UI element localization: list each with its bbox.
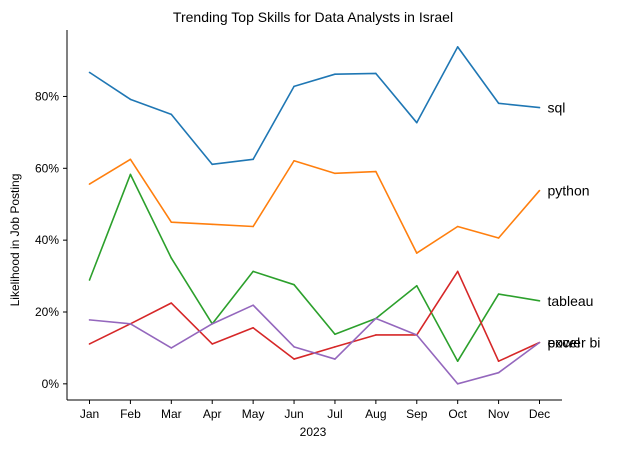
data-point-excel xyxy=(293,358,295,360)
data-point-power-bi xyxy=(88,319,91,321)
data-point-tableau xyxy=(415,284,418,287)
series-line-power-bi xyxy=(89,304,540,385)
data-point-sql xyxy=(129,98,132,101)
data-point-tableau xyxy=(252,270,254,273)
chart-title: Trending Top Skills for Data Analysts in… xyxy=(173,9,453,25)
x-tick-label: Aug xyxy=(365,407,386,421)
data-point-tableau xyxy=(170,257,173,259)
data-point-power-bi xyxy=(252,304,254,306)
data-point-power-bi xyxy=(415,334,418,336)
data-point-power-bi xyxy=(129,323,132,325)
series-label-excel: excel xyxy=(548,335,581,351)
data-point-sql xyxy=(375,72,377,75)
data-point-tableau xyxy=(334,333,336,336)
y-tick-label: 40% xyxy=(35,233,59,247)
data-point-power-bi xyxy=(456,383,459,385)
data-point-python xyxy=(129,158,132,161)
data-point-python xyxy=(415,252,418,254)
data-point-tableau xyxy=(497,293,500,295)
series-line-python xyxy=(89,158,541,254)
data-point-sql xyxy=(170,113,173,116)
data-point-python xyxy=(170,221,173,223)
data-point-sql xyxy=(293,85,295,88)
data-point-python xyxy=(88,183,91,185)
data-point-power-bi xyxy=(293,346,295,348)
data-point-python xyxy=(456,225,459,228)
data-point-python xyxy=(375,170,377,173)
data-point-excel xyxy=(497,360,500,363)
data-point-tableau xyxy=(88,279,91,281)
x-tick-label: Jan xyxy=(80,407,99,421)
data-point-python xyxy=(252,225,254,228)
data-point-sql xyxy=(88,71,91,74)
x-tick-label: Dec xyxy=(529,407,550,421)
data-point-python xyxy=(211,223,214,226)
series-label-tableau: tableau xyxy=(548,293,594,309)
data-point-tableau xyxy=(456,360,459,363)
data-point-excel xyxy=(456,270,459,273)
data-point-sql xyxy=(538,106,541,109)
data-point-python xyxy=(497,237,500,239)
y-tick-label: 80% xyxy=(35,89,59,103)
x-tick-label: May xyxy=(242,407,265,421)
series-label-power-bi: power bi xyxy=(548,335,601,351)
data-point-power-bi xyxy=(375,317,377,320)
series-line-excel xyxy=(89,270,540,363)
data-point-power-bi xyxy=(538,341,541,344)
data-point-power-bi xyxy=(497,371,500,374)
x-tick-label: Jun xyxy=(284,407,303,421)
data-point-sql xyxy=(334,73,336,75)
x-tick-label: Nov xyxy=(488,407,509,421)
series-label-python: python xyxy=(548,183,590,199)
data-point-tableau xyxy=(293,283,295,286)
data-point-sql xyxy=(456,46,459,48)
y-tick-label: 60% xyxy=(35,161,59,175)
data-point-power-bi xyxy=(334,358,336,360)
data-point-python xyxy=(538,189,541,192)
x-tick-label: Jul xyxy=(327,407,342,421)
data-point-sql xyxy=(252,158,254,161)
series-label-sql: sql xyxy=(548,100,566,116)
data-point-tableau xyxy=(538,300,541,302)
data-point-power-bi xyxy=(170,347,173,349)
y-tick-label: 0% xyxy=(42,377,60,391)
x-tick-label: Mar xyxy=(161,407,182,421)
data-point-sql xyxy=(211,163,214,166)
data-point-python xyxy=(293,159,295,162)
data-point-excel xyxy=(375,334,377,336)
series-line-tableau xyxy=(88,173,540,363)
data-point-python xyxy=(334,172,336,175)
data-point-tableau xyxy=(129,173,132,176)
data-point-sql xyxy=(497,102,500,105)
data-point-excel xyxy=(334,346,336,348)
y-axis-label: Likelihood in Job Posting xyxy=(8,174,22,307)
y-tick-label: 20% xyxy=(35,305,59,319)
x-tick-label: Apr xyxy=(203,407,222,421)
x-tick-label: Sep xyxy=(406,407,428,421)
data-point-sql xyxy=(415,121,418,124)
plot-area: 0% 20% 40% 60% 80% Jan Feb Mar Apr May Jun Jul Aug Se… xyxy=(35,30,600,421)
data-point-excel xyxy=(170,302,173,304)
x-axis-label: 2023 xyxy=(300,425,327,439)
data-point-excel xyxy=(252,326,254,329)
x-tick-label: Feb xyxy=(120,407,141,421)
data-point-excel xyxy=(88,343,91,345)
data-point-excel xyxy=(211,343,214,345)
series-line-sql xyxy=(89,46,540,166)
data-point-power-bi xyxy=(211,323,214,325)
x-tick-label: Oct xyxy=(448,407,467,421)
